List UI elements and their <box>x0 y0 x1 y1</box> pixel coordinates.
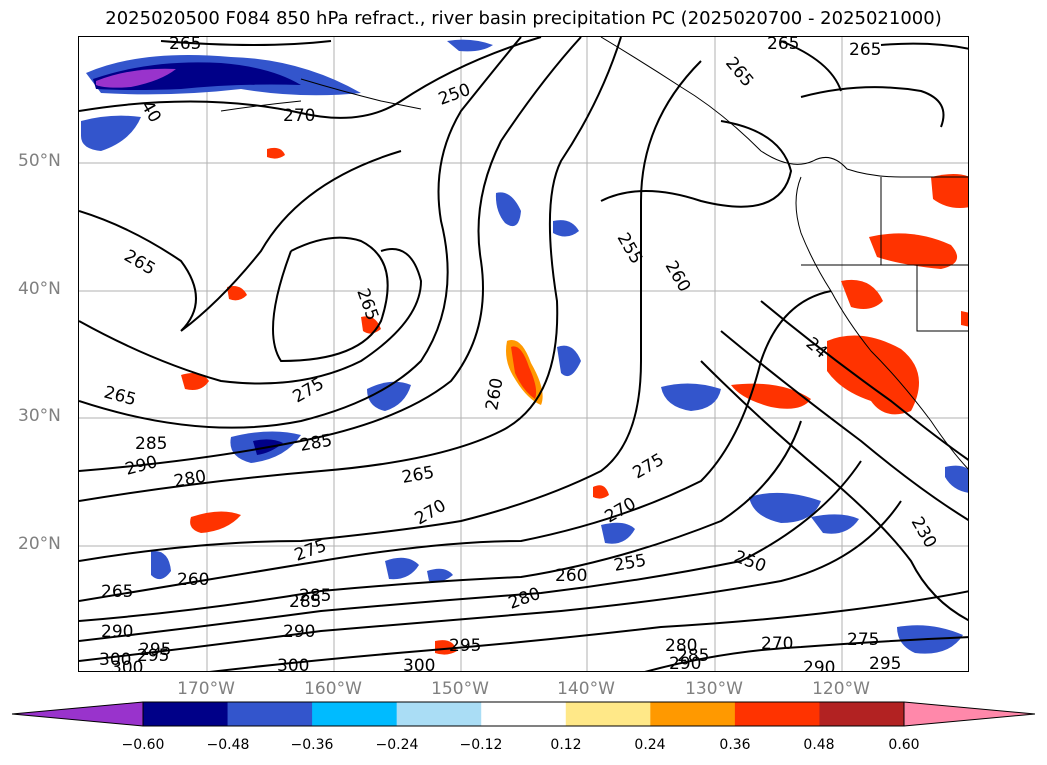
colorbar-extend-max <box>904 702 1035 726</box>
map-title: 2025020500 F084 850 hPa refract., river … <box>105 8 942 29</box>
contour-label: 280 <box>506 584 543 614</box>
contour-label: 265 <box>101 582 133 602</box>
colorbar-segment <box>650 702 736 726</box>
colorbar-segment <box>481 702 567 726</box>
colorbar-segment <box>734 702 820 726</box>
colorbar <box>11 701 1036 727</box>
contour-label: 290 <box>283 622 315 642</box>
contour-label: 285 <box>299 586 331 606</box>
contour-label: 300 <box>277 656 309 672</box>
contour-label: 250 <box>731 547 768 577</box>
colorbar-segment <box>227 702 313 726</box>
refractivity-contours <box>79 37 968 671</box>
contour-label: 285 <box>135 434 167 454</box>
longitude-label: 140°W <box>557 679 615 699</box>
colorbar-segment <box>143 702 229 726</box>
colorbar-tick-label: 0.60 <box>888 737 920 753</box>
contour-label: 265 <box>400 463 435 488</box>
colorbar-tick-label: 0.48 <box>803 737 835 753</box>
colorbar-tick-label: −0.24 <box>375 737 419 753</box>
longitude-label: 120°W <box>812 679 870 699</box>
map-panel: 265 265 265 250 270 265 40 265 275 265 2… <box>78 36 969 672</box>
longitude-label: 130°W <box>685 679 743 699</box>
longitude-label: 160°W <box>304 679 362 699</box>
colorbar-segment <box>565 702 651 726</box>
colorbar-tick-label: −0.12 <box>459 737 503 753</box>
contour-label: 280 <box>665 636 697 656</box>
colorbar-segment <box>396 702 482 726</box>
contour-label: 300 <box>111 658 143 672</box>
colorbar-tick-label: −0.36 <box>290 737 334 753</box>
contour-label: 270 <box>283 106 315 126</box>
longitude-label: 170°W <box>177 679 235 699</box>
colorbar-tick-label: 0.36 <box>719 737 751 753</box>
negative-precip-areas <box>81 39 968 654</box>
contour-label: 270 <box>761 634 793 654</box>
colorbar-extend-min <box>12 702 143 726</box>
contour-label: 285 <box>298 431 333 456</box>
contour-label: 250 <box>436 80 473 110</box>
contour-label: 260 <box>177 570 209 590</box>
contour-label: 295 <box>449 636 481 656</box>
latitude-label: 50°N <box>18 151 61 171</box>
contour-label: 295 <box>869 654 901 672</box>
contour-label: 260 <box>661 258 695 296</box>
contour-label: 295 <box>137 646 169 666</box>
contour-label: 285 <box>677 646 709 666</box>
contour-label: 265 <box>721 53 757 91</box>
contour-label: 260 <box>555 566 587 586</box>
colorbar-tick-label: −0.48 <box>206 737 250 753</box>
colorbar-segment <box>819 702 905 726</box>
contour-label: 265 <box>849 40 881 60</box>
contour-label: 275 <box>630 450 668 484</box>
colorbar-tick-label: 0.24 <box>634 737 666 753</box>
latitude-label: 30°N <box>18 406 61 426</box>
coastline <box>220 37 968 470</box>
contour-label: 260 <box>482 376 507 411</box>
contour-label: 275 <box>847 630 879 650</box>
contour-label: 295 <box>139 640 171 660</box>
contour-label: 265 <box>767 37 799 54</box>
colorbar-tick-label: 0.12 <box>550 737 582 753</box>
contour-label: 270 <box>602 494 640 528</box>
contour-label: 265 <box>169 37 201 54</box>
contour-label: 280 <box>172 467 207 492</box>
positive-precip-areas <box>181 147 968 655</box>
contour-label: 300 <box>403 656 435 672</box>
longitude-label: 150°W <box>431 679 489 699</box>
map-canvas: 265 265 265 250 270 265 40 265 275 265 2… <box>79 37 968 672</box>
contour-label: 285 <box>289 592 321 612</box>
colorbar-segment <box>312 702 398 726</box>
contour-label: 300 <box>99 650 131 670</box>
contour-label: 255 <box>612 551 647 576</box>
contour-label: 275 <box>290 374 328 408</box>
contour-label: 290 <box>123 452 160 480</box>
contour-label: 265 <box>102 383 139 411</box>
contour-label: 290 <box>803 658 835 672</box>
latitude-label: 40°N <box>18 279 61 299</box>
colorbar-tick-label: −0.60 <box>121 737 165 753</box>
latitude-label: 20°N <box>18 534 61 554</box>
contour-label: 290 <box>669 654 701 672</box>
contour-label: 290 <box>101 622 133 642</box>
contour-label: 265 <box>121 246 159 280</box>
